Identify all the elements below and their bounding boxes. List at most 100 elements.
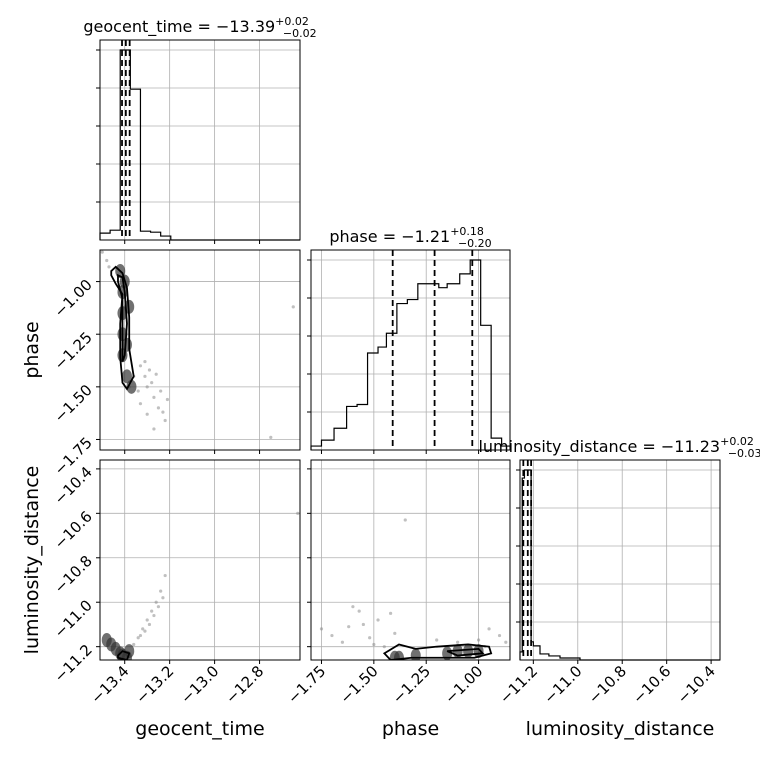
tick-label-y: −1.25 <box>51 328 96 373</box>
tick-label-x: −12.8 <box>222 662 267 707</box>
scatter-point <box>161 596 165 600</box>
tick-label-x: −10.8 <box>585 662 630 707</box>
scatter-point <box>136 636 140 640</box>
scatter-panel-geocent_time-luminosity_distance: −13.4 −13.2 −13.0 −12.8 −11.2−11.0−10.8−10.6… <box>51 459 301 707</box>
scatter-point <box>145 412 149 416</box>
scatter-point <box>103 242 106 245</box>
scatter-point <box>150 381 154 385</box>
scatter-point <box>100 250 104 254</box>
tick-label-x: −1.75 <box>284 662 329 707</box>
scatter-point <box>357 609 361 613</box>
scatter-point <box>382 645 386 649</box>
scatter-point <box>138 364 143 368</box>
ylabel-luminosity_distance: luminosity_distance <box>21 466 43 655</box>
tick-label-x: −13.2 <box>132 662 177 707</box>
scatter-point <box>376 618 380 622</box>
scatter-point <box>107 265 111 269</box>
scatter-point <box>132 642 136 647</box>
scatter-point <box>291 305 295 309</box>
panel-frame <box>310 249 511 451</box>
scatter-point <box>368 636 372 640</box>
scatter-point <box>340 640 345 644</box>
scatter-point <box>152 613 156 618</box>
hist-panel-geocent_time: geocent_time = −13.39+0.02 −0.02 <box>83 15 317 244</box>
tick-label-y: −1.50 <box>51 381 96 426</box>
panel-frame <box>99 39 301 241</box>
xlabel-luminosity_distance: luminosity_distance <box>526 718 715 740</box>
scatter-point <box>269 435 273 439</box>
panel-frame <box>99 459 301 661</box>
contour-outer <box>110 265 135 391</box>
tick-label-x: −10.4 <box>674 662 719 707</box>
scatter-point <box>347 625 351 629</box>
contour-outer <box>382 643 493 660</box>
scatter-point <box>159 589 163 593</box>
scatter-point <box>105 258 109 263</box>
tick-label-x: −13.4 <box>87 662 132 707</box>
scatter-point <box>138 402 143 406</box>
scatter-point <box>372 642 376 647</box>
scatter-panel-geocent_time-phase: −1.75−1.50−1.25−1.00 <box>51 242 301 479</box>
scatter-point <box>154 600 158 604</box>
scatter-point <box>435 638 439 642</box>
scatter-point <box>393 631 397 635</box>
tick-label-y: −11.2 <box>51 641 96 686</box>
title-luminosity_distance: luminosity_distance = −11.23+0.02 −0.03 <box>478 435 760 460</box>
x-axis-labels: geocent_time phase luminosity_distance <box>135 718 714 740</box>
density-core <box>121 337 132 352</box>
scatter-point <box>351 605 355 609</box>
scatter-point <box>330 633 334 638</box>
title-phase: phase = −1.21+0.18 −0.20 <box>329 225 491 250</box>
scatter-point <box>143 629 147 633</box>
scatter-point <box>389 611 393 615</box>
hist-panel-luminosity_distance: −11.2 −11.0 −10.8 −10.6 −10.4 luminosity_dist… <box>478 435 760 707</box>
scatter-point <box>159 389 163 393</box>
panel-frame <box>310 459 511 661</box>
scatter-point <box>154 372 158 376</box>
panel-frame <box>99 249 301 451</box>
scatter-point <box>403 518 407 522</box>
tick-label-x: −13.0 <box>177 662 222 707</box>
tick-label-y: −11.0 <box>51 596 96 641</box>
scatter-point <box>163 418 167 423</box>
scatter-point <box>141 627 145 631</box>
contour-inner <box>117 273 128 362</box>
scatter-point <box>143 359 147 364</box>
density-core <box>121 369 132 384</box>
contour-inner <box>446 647 485 657</box>
scatter-point <box>418 445 421 448</box>
scatter-point <box>138 633 143 638</box>
scatter-point <box>156 605 161 609</box>
hist-panel-phase: phase = −1.21+0.18 −0.20 <box>307 225 511 454</box>
y-axis-labels: phase luminosity_distance <box>21 321 43 654</box>
density-core <box>393 650 404 660</box>
scatter-point <box>152 427 156 431</box>
histogram-luminosity_distance <box>519 469 720 661</box>
tick-label-x: −11.2 <box>496 662 541 707</box>
xlabel-phase: phase <box>382 718 439 740</box>
tick-label-x: −1.25 <box>389 662 434 707</box>
scatter-point <box>487 627 491 631</box>
histogram-geocent_time <box>99 49 300 241</box>
scatter-point <box>296 511 300 515</box>
tick-label-y: −1.00 <box>51 276 96 321</box>
scatter-point <box>152 395 156 399</box>
density-core <box>463 644 474 659</box>
histogram-phase <box>310 259 510 450</box>
scatter-point <box>161 410 165 414</box>
scatter-point <box>145 618 149 622</box>
scatter-point <box>145 385 149 389</box>
scatter-point <box>163 573 167 578</box>
xlabel-geocent_time: geocent_time <box>135 718 264 740</box>
tick-label-x: −11.0 <box>540 662 585 707</box>
scatter-point <box>150 609 154 613</box>
scatter-point <box>476 638 481 642</box>
scatter-point <box>165 397 170 402</box>
scatter-point <box>136 389 140 393</box>
tick-label-y: −10.8 <box>51 552 96 597</box>
scatter-point <box>504 640 508 644</box>
scatter-point <box>143 374 147 378</box>
tick-label-x: −1.50 <box>336 662 381 707</box>
scatter-point <box>319 627 324 631</box>
